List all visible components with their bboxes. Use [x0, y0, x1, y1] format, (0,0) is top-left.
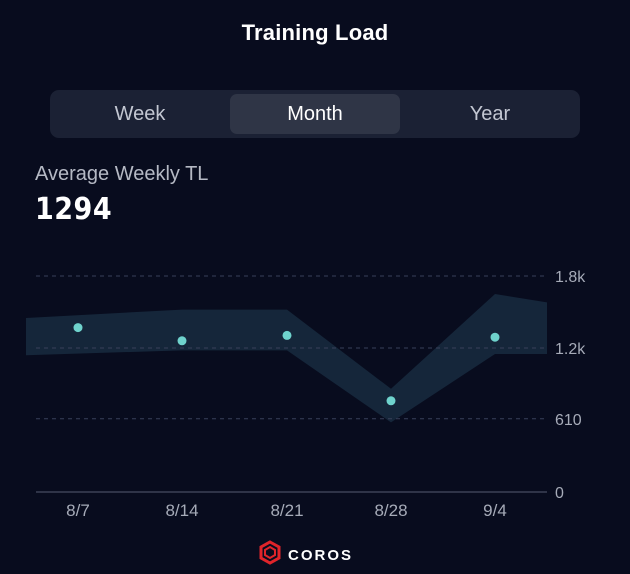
x-tick-label: 8/7: [66, 501, 90, 520]
y-tick-label: 1.2k: [555, 341, 586, 358]
tab-week[interactable]: Week: [114, 103, 166, 125]
training-load-chart: 1.8k 1.2k 610 0 8/7 8/14 8/21 8/28 9/4: [26, 269, 586, 520]
tab-year[interactable]: Year: [469, 103, 511, 125]
logo-wordmark: COROS: [288, 547, 353, 564]
coros-hexagon-icon: [259, 540, 281, 565]
metric-value: 1294: [35, 192, 113, 227]
x-tick-label: 8/14: [165, 501, 198, 520]
range-band: [26, 294, 547, 423]
data-point: [177, 336, 187, 346]
x-tick-label: 9/4: [483, 501, 507, 520]
metric-label: Average Weekly TL: [35, 163, 209, 185]
page-title: Training Load: [241, 20, 389, 45]
data-point: [282, 330, 292, 340]
data-point: [386, 396, 396, 406]
data-point: [490, 332, 500, 342]
data-point: [73, 323, 83, 333]
x-tick-label: 8/28: [374, 501, 407, 520]
y-tick-label: 1.8k: [555, 269, 586, 286]
x-tick-label: 8/21: [270, 501, 303, 520]
y-tick-label: 0: [555, 485, 564, 502]
tab-month[interactable]: Month: [230, 94, 400, 134]
y-tick-label: 610: [555, 412, 582, 429]
period-segmented-control: Week Month Year: [50, 90, 580, 138]
coros-logo: COROS: [259, 540, 353, 565]
